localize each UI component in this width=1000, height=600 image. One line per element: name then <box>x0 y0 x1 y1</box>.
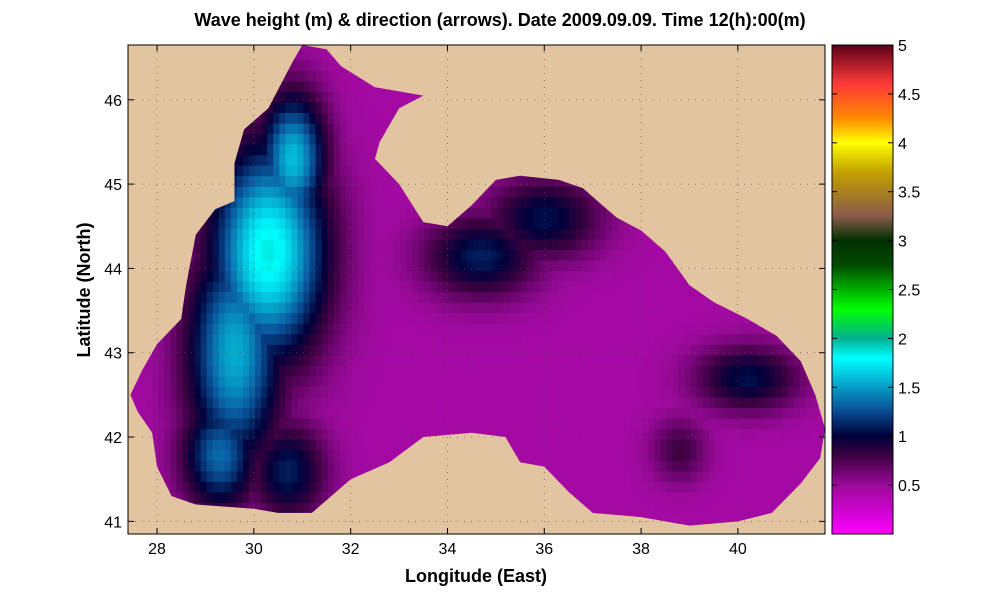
y-tick-label: 44 <box>104 261 122 278</box>
x-axis-label: Longitude (East) <box>405 566 547 586</box>
colorbar-tick-label: 5 <box>898 38 907 55</box>
colorbar-tick-label: 3 <box>898 234 907 251</box>
y-tick-label: 43 <box>104 346 122 363</box>
x-axis: 28 30 32 34 36 38 40 <box>148 45 747 558</box>
page-title: Wave height (m) & direction (arrows). Da… <box>194 10 806 30</box>
colorbar-tick-label: 1 <box>898 429 907 446</box>
colorbar-tick-label: 1.5 <box>898 380 920 397</box>
x-tick-label: 32 <box>342 541 360 558</box>
y-axis: 41 42 43 44 45 46 <box>104 93 825 531</box>
x-tick-label: 28 <box>148 541 166 558</box>
y-tick-label: 42 <box>104 430 122 447</box>
x-tick-label: 36 <box>535 541 553 558</box>
x-tick-label: 38 <box>632 541 650 558</box>
y-tick-label: 41 <box>104 514 122 531</box>
colorbar-ticks: 0.5 1 1.5 2 2.5 3 3.5 4 4.5 5 <box>832 38 920 495</box>
colorbar-tick-label: 0.5 <box>898 478 920 495</box>
y-tick-label: 45 <box>104 177 122 194</box>
x-tick-label: 40 <box>729 541 747 558</box>
colorbar: 0.5 1 1.5 2 2.5 3 3.5 4 4.5 5 <box>831 38 920 535</box>
colorbar-tick-label: 3.5 <box>898 185 920 202</box>
colorbar-tick-label: 2 <box>898 331 907 348</box>
x-tick-label: 30 <box>245 541 263 558</box>
colorbar-tick-label: 4.5 <box>898 87 920 104</box>
colorbar-tick-label: 4 <box>898 136 907 153</box>
y-axis-label: Latitude (North) <box>74 223 94 358</box>
colorbar-gradient <box>831 44 894 535</box>
y-tick-label: 46 <box>104 93 122 110</box>
x-tick-label: 34 <box>439 541 457 558</box>
colorbar-tick-label: 2.5 <box>898 283 920 300</box>
plot-frame <box>127 44 826 535</box>
